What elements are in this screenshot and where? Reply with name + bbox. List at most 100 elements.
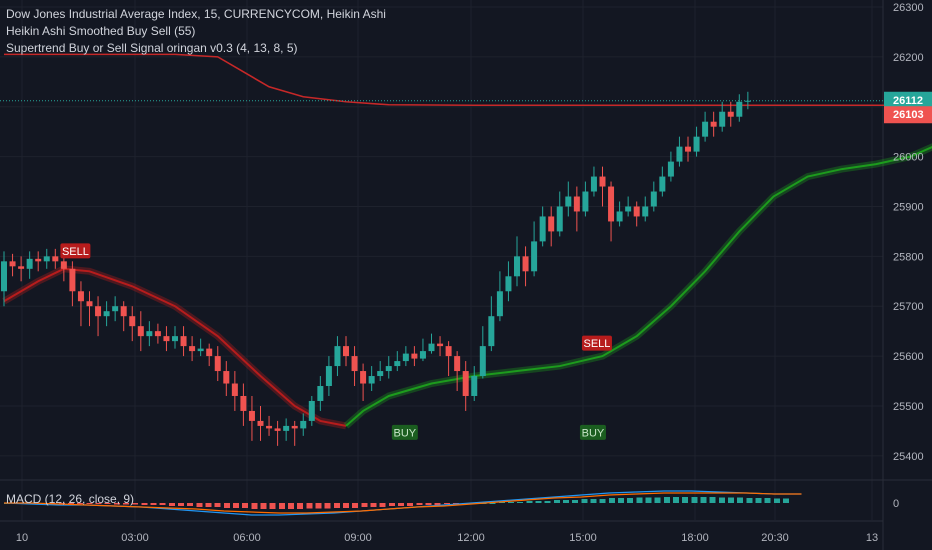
candle — [18, 256, 25, 282]
macd-histogram-bar — [609, 498, 615, 503]
supertrend-down-line — [3, 267, 347, 427]
macd-histogram-bar — [654, 497, 661, 503]
candle — [9, 253, 16, 277]
candle-body — [471, 376, 478, 396]
macd-histogram-bar — [746, 498, 753, 503]
candle-body — [368, 376, 375, 384]
macd-histogram-bar — [444, 503, 450, 504]
candle-body — [719, 111, 726, 127]
candle — [43, 248, 50, 269]
candle — [274, 420, 281, 446]
macd-histogram-bar — [269, 503, 276, 509]
candle-body — [274, 428, 281, 431]
macd-histogram-bar — [224, 503, 230, 508]
macd-histogram-bar — [517, 502, 523, 503]
macd-pane — [3, 490, 802, 516]
macd-histogram-bar — [205, 503, 212, 507]
supertrend-up-line — [345, 146, 932, 427]
time-axis[interactable]: 10 03:00 06:00 09:00 12:00 15:00 18:00 20:30 13 — [16, 532, 878, 544]
candle-body — [454, 356, 461, 372]
candle-body — [231, 383, 238, 396]
candle-body — [300, 420, 307, 429]
candle — [180, 326, 187, 357]
candle — [642, 196, 649, 222]
time-tick-label: 09:00 — [344, 532, 372, 544]
macd-histogram-bar — [260, 503, 267, 509]
candle-body — [428, 343, 435, 352]
candle-body — [308, 400, 315, 421]
macd-histogram-bar — [324, 503, 331, 509]
candle — [112, 296, 119, 322]
macd-histogram-bar — [379, 503, 386, 507]
candle-body — [317, 386, 324, 401]
time-tick-label: 20:30 — [761, 532, 789, 544]
candle — [35, 251, 42, 272]
candle — [394, 351, 401, 372]
candle-body — [599, 176, 606, 187]
candle — [488, 296, 495, 352]
candle — [719, 101, 726, 132]
candle-body — [385, 366, 392, 372]
candle-body — [77, 291, 84, 302]
macd-histogram-bar — [407, 503, 413, 506]
candle-body — [43, 256, 50, 262]
symbol-title[interactable]: Dow Jones Industrial Average Index, 15, … — [6, 7, 386, 21]
indicator-legend-supertrend[interactable]: Supertrend Buy or Sell Signal oringan v0… — [6, 41, 298, 55]
macd-histogram-bar — [719, 497, 725, 503]
macd-histogram-bar — [673, 497, 679, 503]
candle-body — [522, 256, 529, 272]
candle-body — [496, 291, 503, 317]
candle — [710, 111, 717, 137]
candle-body — [676, 146, 683, 162]
macd-histogram-bar — [645, 497, 652, 503]
price-tag-bg — [884, 106, 932, 124]
candle — [60, 256, 67, 282]
macd-histogram-bar — [599, 499, 606, 503]
candle — [590, 166, 597, 197]
candle — [685, 136, 691, 162]
macd-histogram-bar — [453, 503, 459, 504]
buy-signal-badge: BUY — [579, 424, 606, 440]
candle — [402, 346, 409, 367]
price-tick-label: 26200 — [893, 52, 924, 64]
macd-histogram-bar — [554, 500, 560, 503]
candle — [539, 206, 546, 247]
current-price-tag: 26112 — [884, 91, 932, 109]
candle-body — [137, 326, 144, 337]
candle — [69, 261, 76, 307]
macd-histogram-bar — [86, 503, 93, 504]
macd-legend[interactable]: MACD (12, 26, close, 9) — [6, 492, 135, 506]
candle — [325, 356, 332, 396]
candle-body — [744, 100, 751, 102]
indicator-legend-heikin-ashi[interactable]: Heikin Ashi Smoothed Buy Sell (55) — [6, 24, 196, 38]
candle — [437, 336, 444, 357]
price-axis[interactable]: 2630026200261002600025900258002570025600… — [884, 2, 932, 510]
candle-body — [197, 348, 204, 352]
candle — [77, 281, 84, 327]
candle-body — [18, 266, 25, 269]
candle — [744, 91, 751, 110]
macd-histogram-bar — [398, 503, 404, 506]
candle — [351, 346, 358, 387]
macd-histogram-bar — [709, 497, 716, 503]
candle-body — [180, 336, 187, 347]
candle — [146, 321, 153, 347]
candle-body — [616, 211, 623, 222]
candle-body — [291, 425, 298, 429]
macd-histogram-bar — [59, 503, 65, 504]
macd-signal-line — [4, 492, 802, 514]
candle-body — [163, 336, 170, 342]
candle-body — [402, 353, 409, 362]
candle — [471, 366, 478, 401]
macd-histogram-bar — [352, 503, 358, 508]
macd-histogram-bar — [279, 503, 285, 509]
candle — [240, 383, 247, 426]
candle — [556, 191, 563, 237]
candle-body — [172, 336, 178, 342]
price-tick-label: 26000 — [893, 152, 924, 164]
candle-body — [556, 206, 563, 232]
candle — [505, 261, 512, 302]
candle — [727, 101, 734, 127]
